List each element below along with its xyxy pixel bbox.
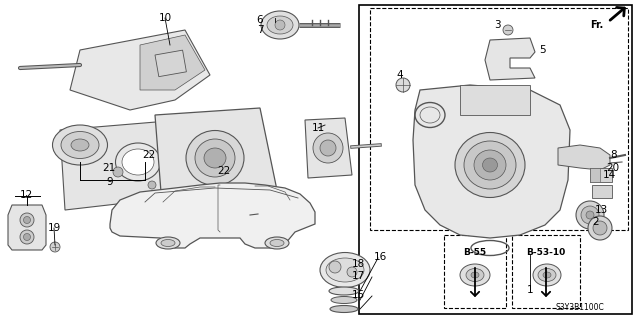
Text: 19: 19 (47, 223, 61, 233)
Ellipse shape (204, 148, 226, 168)
Ellipse shape (483, 158, 497, 172)
Circle shape (503, 25, 513, 35)
Text: 20: 20 (607, 163, 620, 173)
Polygon shape (60, 120, 195, 210)
Bar (592, 185, 612, 198)
Text: 21: 21 (102, 163, 116, 173)
Polygon shape (155, 108, 278, 205)
Polygon shape (485, 38, 535, 80)
Ellipse shape (533, 264, 561, 286)
Polygon shape (558, 145, 610, 170)
Ellipse shape (464, 141, 516, 189)
Ellipse shape (156, 237, 180, 249)
Text: 17: 17 (351, 271, 365, 281)
Text: 22: 22 (218, 166, 230, 176)
Ellipse shape (538, 269, 556, 281)
Text: 13: 13 (595, 205, 607, 215)
Polygon shape (305, 118, 352, 178)
Circle shape (347, 267, 357, 277)
Circle shape (593, 221, 607, 235)
Bar (444, 235, 506, 308)
Text: 3: 3 (493, 20, 500, 30)
Polygon shape (70, 30, 210, 110)
Ellipse shape (543, 272, 551, 278)
Text: 9: 9 (107, 177, 113, 187)
Bar (590, 168, 612, 182)
Text: 5: 5 (540, 45, 547, 55)
Bar (155, 50, 186, 77)
Text: S3Y3B1100C: S3Y3B1100C (556, 303, 604, 312)
Text: 7: 7 (257, 25, 263, 35)
Ellipse shape (471, 272, 479, 278)
Text: 14: 14 (602, 170, 616, 180)
Circle shape (588, 216, 612, 240)
Bar (370, 8, 628, 230)
Text: 12: 12 (19, 190, 33, 200)
Text: 2: 2 (593, 217, 599, 227)
Text: 1: 1 (527, 285, 533, 295)
Circle shape (24, 217, 31, 224)
Ellipse shape (186, 130, 244, 186)
Circle shape (24, 234, 31, 241)
Text: 6: 6 (257, 15, 263, 25)
Polygon shape (110, 183, 315, 248)
Ellipse shape (330, 306, 358, 313)
Ellipse shape (320, 253, 370, 287)
Ellipse shape (267, 16, 293, 34)
Bar (512, 235, 580, 308)
Ellipse shape (329, 287, 359, 295)
Circle shape (20, 230, 34, 244)
Text: B-55: B-55 (463, 248, 486, 257)
Ellipse shape (122, 149, 154, 175)
Ellipse shape (61, 131, 99, 159)
Text: 11: 11 (312, 123, 324, 133)
Ellipse shape (261, 11, 299, 39)
Text: B-53-10: B-53-10 (526, 248, 566, 257)
Text: 18: 18 (351, 259, 365, 269)
Circle shape (148, 181, 156, 189)
Polygon shape (8, 205, 46, 250)
Ellipse shape (331, 296, 357, 303)
Ellipse shape (270, 240, 284, 247)
Circle shape (576, 201, 604, 229)
Ellipse shape (265, 237, 289, 249)
Circle shape (275, 20, 285, 30)
Text: Fr.: Fr. (589, 20, 603, 30)
Circle shape (50, 242, 60, 252)
Ellipse shape (326, 258, 364, 282)
Ellipse shape (455, 132, 525, 197)
Ellipse shape (474, 150, 506, 180)
Ellipse shape (115, 143, 161, 181)
Circle shape (329, 261, 341, 273)
Circle shape (581, 206, 599, 224)
Circle shape (313, 133, 343, 163)
Circle shape (586, 211, 594, 219)
Ellipse shape (195, 139, 235, 177)
Polygon shape (413, 85, 570, 238)
Circle shape (113, 167, 123, 177)
Circle shape (320, 140, 336, 156)
Text: 22: 22 (142, 150, 156, 160)
Bar (460, 85, 530, 115)
Text: 15: 15 (351, 290, 365, 300)
Text: 8: 8 (611, 150, 618, 160)
Ellipse shape (161, 240, 175, 247)
Bar (590, 168, 600, 182)
Circle shape (396, 78, 410, 92)
Polygon shape (140, 35, 205, 90)
Bar (359, 5, 632, 314)
Text: 16: 16 (373, 252, 387, 262)
Ellipse shape (460, 264, 490, 286)
Circle shape (20, 213, 34, 227)
Text: 10: 10 (159, 13, 172, 23)
Ellipse shape (466, 269, 484, 281)
Ellipse shape (71, 139, 89, 151)
Ellipse shape (52, 125, 108, 165)
Text: 4: 4 (397, 70, 403, 80)
